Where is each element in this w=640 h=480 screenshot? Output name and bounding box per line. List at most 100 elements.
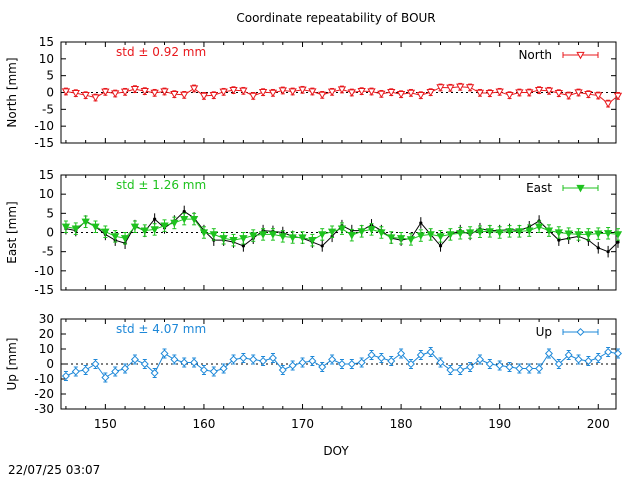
up-data-point xyxy=(130,355,139,364)
up-data-point xyxy=(535,364,544,373)
east-data-point xyxy=(554,229,563,237)
north-data-point xyxy=(446,84,455,93)
east-data-point xyxy=(603,230,613,238)
east-data-point xyxy=(505,228,514,236)
east-data-point xyxy=(485,228,494,236)
north-data-point xyxy=(357,88,366,96)
east-ytick-label: -5 xyxy=(42,245,54,259)
east-data-point xyxy=(416,232,425,240)
north-data-point xyxy=(199,92,209,101)
north-ytick-label: -5 xyxy=(42,102,54,116)
up-data-point xyxy=(515,364,524,373)
east-data-point xyxy=(465,229,475,237)
up-data-point xyxy=(249,355,258,364)
up-data-point xyxy=(140,359,149,369)
north-data-point xyxy=(564,92,573,100)
up-data-point xyxy=(81,365,90,375)
north-data-point xyxy=(140,88,149,96)
chart-panels: -15 -10 -5 0 5 10 15 North [mm] std ± 0.92 mm Nor… xyxy=(5,35,623,431)
up-data-point xyxy=(199,365,208,375)
north-data-point xyxy=(436,84,445,92)
east-data-point xyxy=(81,218,90,227)
east-data-point xyxy=(229,237,238,245)
north-data-point xyxy=(515,89,524,97)
north-data-point xyxy=(308,88,317,96)
north-ytick-label: 10 xyxy=(39,52,54,66)
east-data-point xyxy=(101,228,110,237)
east-data-point xyxy=(268,231,278,239)
east-raw-point xyxy=(419,221,423,225)
east-raw-point xyxy=(182,209,186,214)
north-data-point xyxy=(150,89,159,98)
east-data-point xyxy=(219,235,228,243)
timestamp: 22/07/25 03:07 xyxy=(8,463,100,477)
east-raw-point xyxy=(596,246,600,250)
up-data-point xyxy=(121,364,130,373)
east-data-point xyxy=(495,229,504,237)
north-data-point xyxy=(278,87,287,95)
up-data-point xyxy=(594,353,603,363)
north-data-point xyxy=(298,86,307,95)
up-data-point xyxy=(416,350,425,360)
north-data-point xyxy=(258,89,268,97)
up-legend-label: Up xyxy=(536,325,552,339)
east-data-point xyxy=(298,234,307,242)
up-data-point xyxy=(71,367,80,376)
north-data-point xyxy=(387,89,396,97)
up-data-point xyxy=(554,359,563,369)
north-data-point xyxy=(406,89,416,98)
north-data-point xyxy=(465,84,475,92)
up-data-point xyxy=(180,358,189,367)
east-data-point xyxy=(347,232,356,240)
north-data-point xyxy=(584,91,593,99)
north-axis-label: North [mm] xyxy=(5,57,19,127)
up-data-point xyxy=(357,358,366,367)
up-data-point xyxy=(337,359,346,369)
east-data-point xyxy=(249,232,258,240)
north-data-point xyxy=(209,92,218,100)
north-legend-label: North xyxy=(518,48,552,62)
north-data-point xyxy=(485,90,494,98)
north-ytick-label: 5 xyxy=(46,69,54,83)
east-raw-point xyxy=(153,217,157,221)
north-data-point xyxy=(249,92,258,101)
north-data-point xyxy=(268,89,278,98)
up-legend-marker xyxy=(576,327,585,337)
north-data-point xyxy=(327,88,337,97)
east-raw-point xyxy=(557,238,561,242)
up-data-point xyxy=(219,364,228,373)
xtick-label: 180 xyxy=(390,417,413,431)
east-data-point xyxy=(515,228,524,236)
north-legend-marker xyxy=(576,51,585,60)
xtick-label: 150 xyxy=(94,417,117,431)
xtick-label: 200 xyxy=(587,417,610,431)
north-data-point xyxy=(377,90,386,99)
north-data-point xyxy=(91,94,100,102)
east-data-point xyxy=(446,231,455,239)
up-data-point xyxy=(111,367,120,376)
up-data-point xyxy=(160,349,169,358)
east-data-point xyxy=(337,225,347,233)
up-data-point xyxy=(387,356,396,366)
east-raw-point xyxy=(616,240,620,244)
east-data-point xyxy=(209,231,218,239)
north-ytick-label: 15 xyxy=(39,35,54,49)
east-data-point xyxy=(377,229,386,237)
east-data-point xyxy=(111,233,120,241)
north-ytick-label: -15 xyxy=(34,136,54,150)
north-data-point xyxy=(318,91,327,100)
north-ytick-label: 0 xyxy=(46,86,54,100)
east-data-point xyxy=(594,230,603,238)
north-data-point xyxy=(61,88,71,96)
up-ytick-label: -10 xyxy=(34,372,54,386)
up-ytick-label: 10 xyxy=(39,342,54,356)
up-data-point xyxy=(564,350,573,360)
north-data-point xyxy=(367,88,376,96)
north-data-point xyxy=(475,89,485,98)
east-data-point xyxy=(160,222,169,230)
east-data-point xyxy=(61,223,71,232)
east-data-point xyxy=(564,230,573,238)
up-data-point xyxy=(377,353,386,363)
up-data-point xyxy=(525,364,534,373)
up-data-point xyxy=(318,362,327,372)
